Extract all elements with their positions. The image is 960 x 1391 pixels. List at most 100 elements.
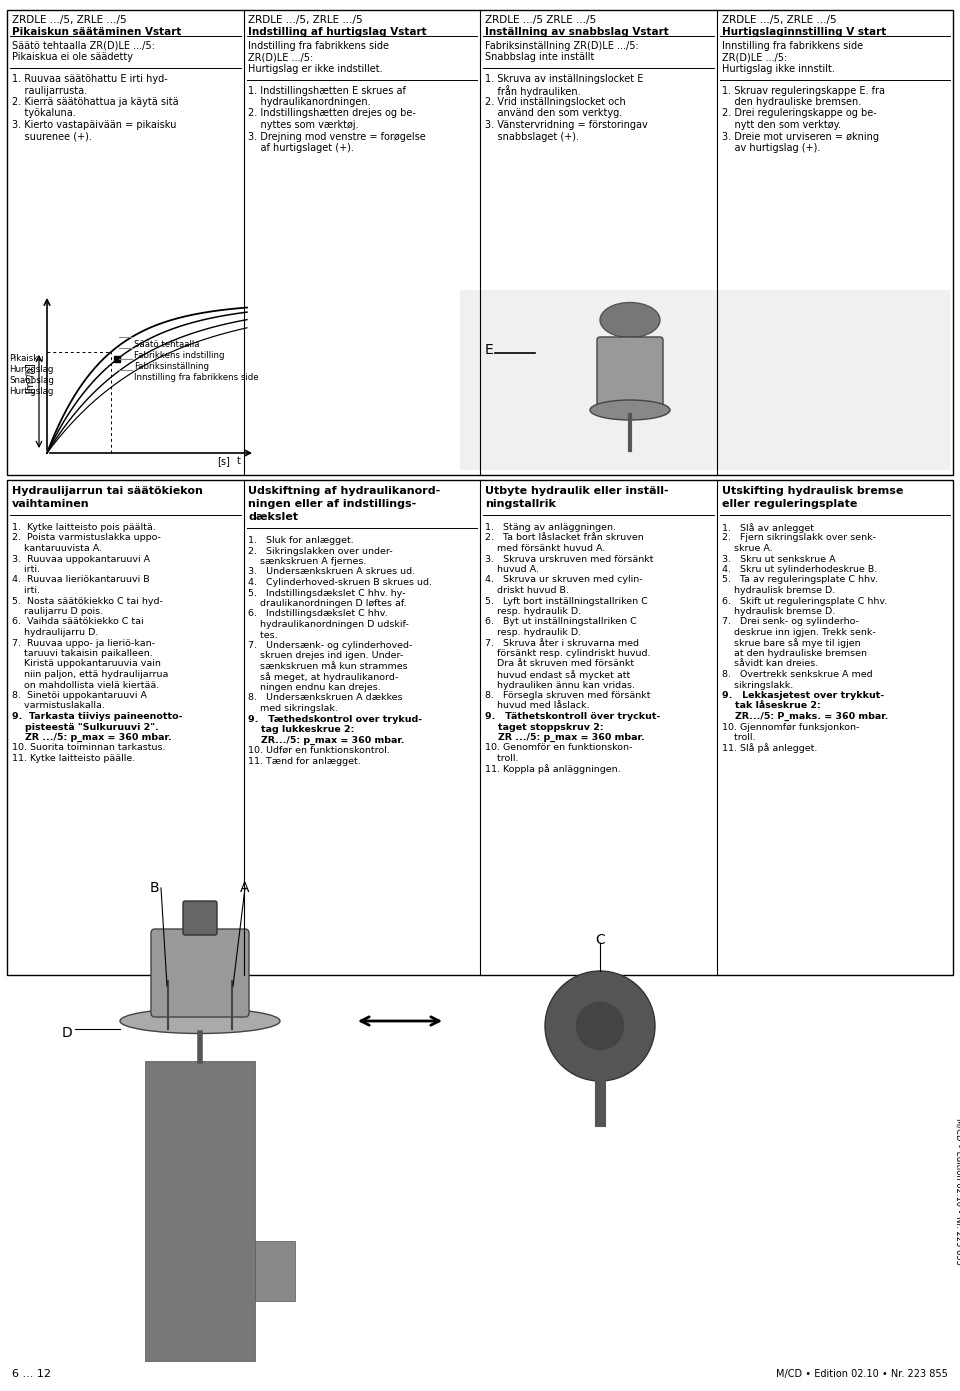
Text: 8.   Försegla skruven med försänkt: 8. Försegla skruven med försänkt (485, 691, 651, 700)
Text: såvidt kan dreies.: såvidt kan dreies. (722, 659, 818, 669)
Text: 10. Genomför en funktionskon-: 10. Genomför en funktionskon- (485, 744, 633, 753)
Text: Hurtigslag: Hurtigslag (9, 364, 54, 374)
Text: 9.  Tarkasta tiiviys paineenotto-: 9. Tarkasta tiiviys paineenotto- (12, 712, 182, 721)
Text: hydraulisk bremse D.: hydraulisk bremse D. (722, 606, 835, 616)
Text: 1.   Slå av anlegget: 1. Slå av anlegget (722, 523, 813, 533)
Text: 8.  Sinetöi uppokantaruuvi A: 8. Sinetöi uppokantaruuvi A (12, 691, 147, 700)
Text: raulijarrusta.: raulijarrusta. (12, 85, 87, 96)
Text: at den hydrauliske bremsen: at den hydrauliske bremsen (722, 650, 867, 658)
Text: 11. Kytke laitteisto päälle.: 11. Kytke laitteisto päälle. (12, 754, 135, 764)
Text: Hurtigslag ikke innstilt.: Hurtigslag ikke innstilt. (722, 64, 834, 74)
Text: 9.   Lekkasjetest over trykkut-: 9. Lekkasjetest over trykkut- (722, 691, 884, 700)
Text: 1. Skruav reguleringskappe E. fra: 1. Skruav reguleringskappe E. fra (722, 85, 884, 96)
Text: 1.  Kytke laitteisto pois päältä.: 1. Kytke laitteisto pois päältä. (12, 523, 156, 531)
Text: 3.   Skru ut senkskrue A: 3. Skru ut senkskrue A (722, 555, 835, 563)
Text: Snabbslag: Snabbslag (9, 376, 54, 385)
Text: Utbyte hydraulik eller inställ-: Utbyte hydraulik eller inställ- (485, 485, 668, 497)
Text: sænkskruen A fjernes.: sænkskruen A fjernes. (249, 556, 367, 566)
Text: tak låseskrue 2:: tak låseskrue 2: (722, 701, 820, 711)
FancyBboxPatch shape (151, 929, 249, 1017)
Text: Fabriksinställning ZR(D)LE .../5:: Fabriksinställning ZR(D)LE .../5: (485, 40, 638, 51)
Text: C: C (595, 933, 605, 947)
Text: 2.   Ta bort låslacket från skruven: 2. Ta bort låslacket från skruven (485, 534, 644, 542)
Text: niin paljon, että hydraulijarrua: niin paljon, että hydraulijarrua (12, 670, 168, 679)
Text: pisteestä "Sulkuruuvi 2".: pisteestä "Sulkuruuvi 2". (12, 722, 158, 732)
Text: 7.  Ruuvaa uppo- ja lieriö-kan-: 7. Ruuvaa uppo- ja lieriö-kan- (12, 638, 155, 647)
Circle shape (575, 1002, 625, 1052)
Text: sænkskruen må kun strammes: sænkskruen må kun strammes (249, 662, 408, 670)
Text: 2. Vrid inställningslocket och: 2. Vrid inställningslocket och (485, 97, 626, 107)
Text: deskrue inn igjen. Trekk senk-: deskrue inn igjen. Trekk senk- (722, 627, 876, 637)
Text: nyttes som værktøj.: nyttes som værktøj. (249, 120, 359, 129)
Text: snabbslaget (+).: snabbslaget (+). (485, 132, 579, 142)
Text: Pikaiskua ei ole säädetty: Pikaiskua ei ole säädetty (12, 53, 133, 63)
Text: työkaluna.: työkaluna. (12, 108, 76, 118)
Text: använd den som verktyg.: använd den som verktyg. (485, 108, 622, 118)
Bar (7, 10, 953, 474)
Text: Säätö tehtaalla: Säätö tehtaalla (134, 339, 200, 349)
Text: ZRDLE .../5, ZRLE .../5: ZRDLE .../5, ZRLE .../5 (722, 15, 836, 25)
Text: försänkt resp. cylindriskt huvud.: försänkt resp. cylindriskt huvud. (485, 650, 651, 658)
Text: ZR .../5: p_max = 360 mbar.: ZR .../5: p_max = 360 mbar. (12, 733, 172, 743)
FancyBboxPatch shape (597, 337, 663, 413)
Text: 6.  Vaihda säätökiekko C tai: 6. Vaihda säätökiekko C tai (12, 618, 144, 626)
Text: huvud med låslack.: huvud med låslack. (485, 701, 589, 711)
Text: 11. Slå på anlegget.: 11. Slå på anlegget. (722, 744, 817, 754)
Text: Hydraulijarrun tai säätökiekon: Hydraulijarrun tai säätökiekon (12, 485, 203, 497)
Text: 7.   Undersænk- og cylinderhoved-: 7. Undersænk- og cylinderhoved- (249, 641, 413, 650)
Text: Innstilling fra fabrikkens side: Innstilling fra fabrikkens side (134, 373, 258, 383)
Text: 3.  Ruuvaa uppokantaruuvi A: 3. Ruuvaa uppokantaruuvi A (12, 555, 150, 563)
Text: taget stoppskruv 2:: taget stoppskruv 2: (485, 722, 604, 732)
Text: Snabbslag inte inställt: Snabbslag inte inställt (485, 53, 594, 63)
Text: varmistuslakalla.: varmistuslakalla. (12, 701, 105, 711)
Text: Innstilling fra fabrikkens side: Innstilling fra fabrikkens side (722, 40, 863, 51)
Text: 6.   Indstillingsdækslet C hhv.: 6. Indstillingsdækslet C hhv. (249, 609, 388, 619)
Text: nytt den som verktøy.: nytt den som verktøy. (722, 120, 841, 129)
Text: ZR(D)LE .../5:: ZR(D)LE .../5: (249, 53, 314, 63)
Text: 5.   Lyft bort inställningstallriken C: 5. Lyft bort inställningstallriken C (485, 597, 648, 605)
Text: 7.   Drei senk- og sylinderho-: 7. Drei senk- og sylinderho- (722, 618, 858, 626)
Text: 2.   Sikringslakken over under-: 2. Sikringslakken over under- (249, 547, 394, 555)
Text: med försänkt huvud A.: med försänkt huvud A. (485, 544, 606, 554)
Text: sikringslakk.: sikringslakk. (722, 680, 793, 690)
Text: af hurtigslaget (+).: af hurtigslaget (+). (249, 143, 354, 153)
Text: [m³/h]: [m³/h] (24, 363, 34, 394)
Text: Indstilling fra fabrikkens side: Indstilling fra fabrikkens side (249, 40, 390, 51)
Text: hydrauliken ännu kan vridas.: hydrauliken ännu kan vridas. (485, 680, 635, 690)
Text: 9.   Täthetskontroll över tryckut-: 9. Täthetskontroll över tryckut- (485, 712, 660, 721)
Text: ZRDLE .../5, ZRLE .../5: ZRDLE .../5, ZRLE .../5 (12, 15, 127, 25)
Text: skruen drejes ind igen. Under-: skruen drejes ind igen. Under- (249, 651, 404, 661)
Text: E: E (485, 344, 493, 357)
Text: Dra åt skruven med försänkt: Dra åt skruven med försänkt (485, 659, 635, 669)
Text: huvud A.: huvud A. (485, 565, 539, 574)
Text: Indstilling af hurtigslag Vstart: Indstilling af hurtigslag Vstart (249, 26, 427, 38)
Ellipse shape (590, 401, 670, 420)
Text: eller reguleringsplate: eller reguleringsplate (722, 499, 857, 509)
Text: raulijarru D pois.: raulijarru D pois. (12, 606, 103, 616)
Text: hydraulikanordningen.: hydraulikanordningen. (249, 97, 372, 107)
Text: 6 ... 12: 6 ... 12 (12, 1369, 51, 1378)
Text: 2. Indstillingshætten drejes og be-: 2. Indstillingshætten drejes og be- (249, 108, 417, 118)
Text: 3. Kierto vastapäivään = pikaisku: 3. Kierto vastapäivään = pikaisku (12, 120, 177, 129)
Text: ningen endnu kan drejes.: ningen endnu kan drejes. (249, 683, 381, 691)
Text: 2.   Fjern sikringslakk over senk-: 2. Fjern sikringslakk over senk- (722, 534, 876, 542)
Text: från hydrauliken.: från hydrauliken. (485, 85, 581, 97)
Circle shape (545, 971, 655, 1081)
Text: B: B (150, 881, 159, 894)
Text: 10. Udfør en funktionskontrol.: 10. Udfør en funktionskontrol. (249, 746, 391, 755)
Text: 2. Kierrä säätöhattua ja käytä sitä: 2. Kierrä säätöhattua ja käytä sitä (12, 97, 179, 107)
Text: 3. Dreie mot urviseren = økning: 3. Dreie mot urviseren = økning (722, 132, 878, 142)
Text: 8.   Overtrekk senkskrue A med: 8. Overtrekk senkskrue A med (722, 670, 872, 679)
Text: M/CD • Edition 02.10 • Nr. 223 855: M/CD • Edition 02.10 • Nr. 223 855 (955, 1117, 960, 1264)
Text: Hurtigslag er ikke indstillet.: Hurtigslag er ikke indstillet. (249, 64, 383, 74)
Ellipse shape (600, 302, 660, 338)
Text: Fabrikkens indstilling: Fabrikkens indstilling (134, 351, 225, 360)
Text: 4.   Skruva ur skruven med cylin-: 4. Skruva ur skruven med cylin- (485, 576, 642, 584)
Text: 6.   Byt ut inställningstallriken C: 6. Byt ut inställningstallriken C (485, 618, 636, 626)
Bar (7, 480, 953, 975)
Text: 3. Drejning mod venstre = forøgelse: 3. Drejning mod venstre = forøgelse (249, 132, 426, 142)
Bar (460, 289, 950, 470)
Text: ZR.../5: P_maks. = 360 mbar.: ZR.../5: P_maks. = 360 mbar. (722, 712, 888, 721)
Text: 4.   Skru ut sylinderhodeskrue B.: 4. Skru ut sylinderhodeskrue B. (722, 565, 876, 574)
Text: Hurtigslag: Hurtigslag (9, 387, 54, 396)
